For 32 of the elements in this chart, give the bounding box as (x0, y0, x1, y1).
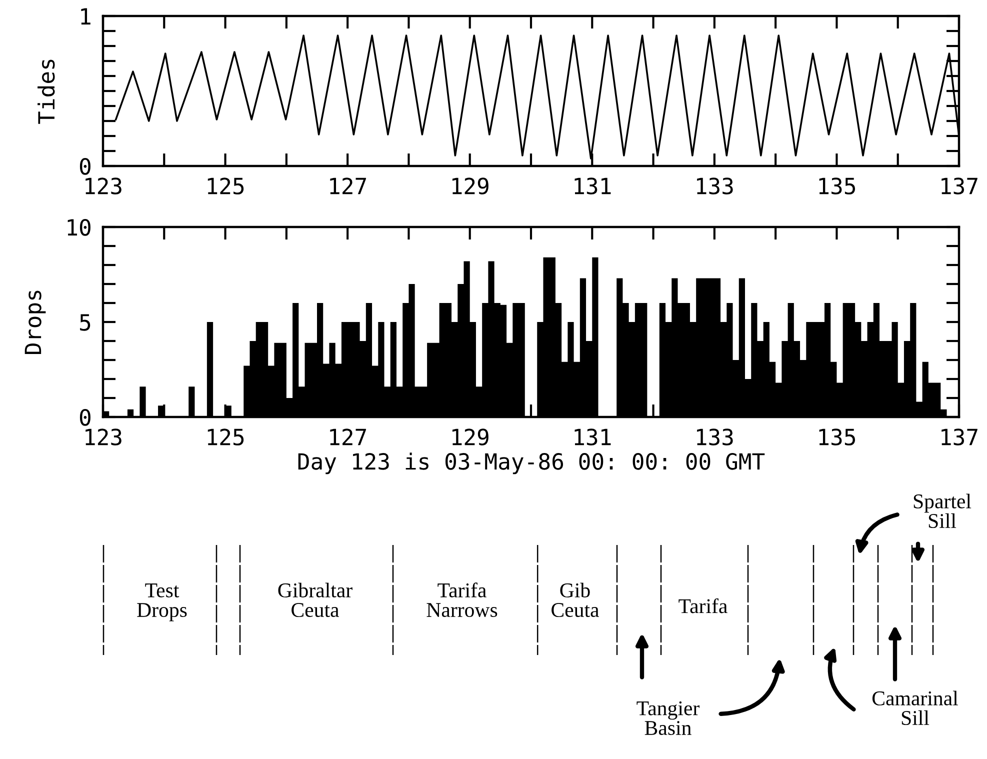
x-tick-label: 129 (452, 178, 488, 194)
y-tick-label: 0 (80, 409, 90, 426)
x-tick-label: 131 (574, 178, 611, 194)
text: Tangier Basin (636, 701, 700, 736)
text: Gib Ceuta (552, 582, 600, 618)
x-tick-label: 135 (819, 428, 856, 446)
x-tick-label: 127 (330, 178, 366, 194)
x-tick-label: 131 (574, 428, 611, 446)
text: Spartel Sill (914, 494, 972, 528)
y-axis-title: Drops (24, 290, 46, 354)
x-tick-label: 129 (452, 428, 488, 446)
y-axis-title: Tides (38, 60, 55, 124)
x-tick-label: 125 (208, 178, 244, 194)
text: Test Drops (137, 584, 187, 622)
x-tick-label: 137 (942, 178, 978, 194)
text: Tarifa (678, 598, 728, 614)
x-tick-label: 135 (819, 178, 856, 194)
x-tick-label: 123 (86, 428, 122, 446)
y-tick-label: 0 (80, 158, 90, 175)
x-tick-label: 123 (86, 178, 122, 194)
text: Camarinal Sill (872, 690, 958, 726)
y-tick-label: 5 (80, 314, 90, 331)
x-tick-label: 127 (330, 428, 366, 446)
x-tick-label: 133 (697, 178, 733, 194)
x-axis-title: Day 123 is 03-May-86 00: 00: 00 GMT (298, 452, 765, 474)
x-tick-label: 133 (697, 428, 733, 446)
text: Gibraltar Ceuta (278, 582, 352, 618)
text: Tarifa Narrows (426, 582, 498, 618)
x-tick-label: 137 (942, 428, 978, 446)
y-tick-label: 10 (68, 219, 90, 236)
y-tick-label: 1 (81, 8, 90, 24)
x-tick-label: 125 (208, 428, 244, 446)
